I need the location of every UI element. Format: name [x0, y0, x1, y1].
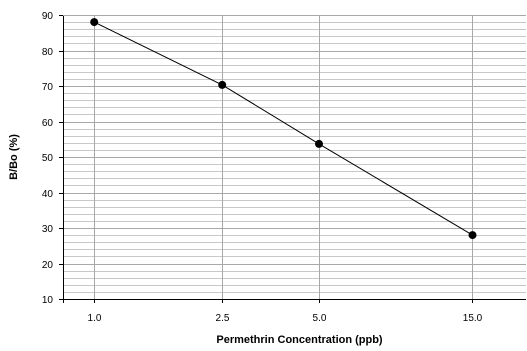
- y-tick-label: 60: [42, 118, 54, 129]
- x-axis-title: Permethrin Concentration (ppb): [216, 334, 383, 346]
- y-axis-title: B/Bo (%): [8, 134, 20, 180]
- y-tick-label: 40: [42, 189, 54, 200]
- data-point: [315, 139, 323, 148]
- x-tick-label: 2.5: [216, 313, 230, 324]
- x-tick-label: 5.0: [313, 313, 327, 324]
- y-tick-label: 50: [42, 153, 54, 164]
- tick-labels: 10 20 30 40 50 60 70 80 90 1.0 2.5 5.0 15.0: [42, 11, 483, 324]
- axes: [59, 15, 526, 303]
- data-series: [90, 18, 477, 240]
- data-point: [218, 80, 227, 89]
- data-point: [468, 231, 477, 240]
- y-tick-label: 70: [42, 82, 54, 93]
- data-point: [90, 18, 99, 27]
- y-tick-label: 10: [42, 295, 54, 306]
- y-tick-label: 90: [42, 11, 54, 22]
- y-tick-label: 80: [42, 47, 54, 58]
- y-tick-label: 30: [42, 224, 54, 235]
- series-line: [93, 21, 473, 236]
- x-tick-label: 1.0: [88, 313, 102, 324]
- x-tick-label: 15.0: [463, 313, 483, 324]
- gridlines: [63, 15, 526, 299]
- y-tick-label: 20: [42, 260, 54, 271]
